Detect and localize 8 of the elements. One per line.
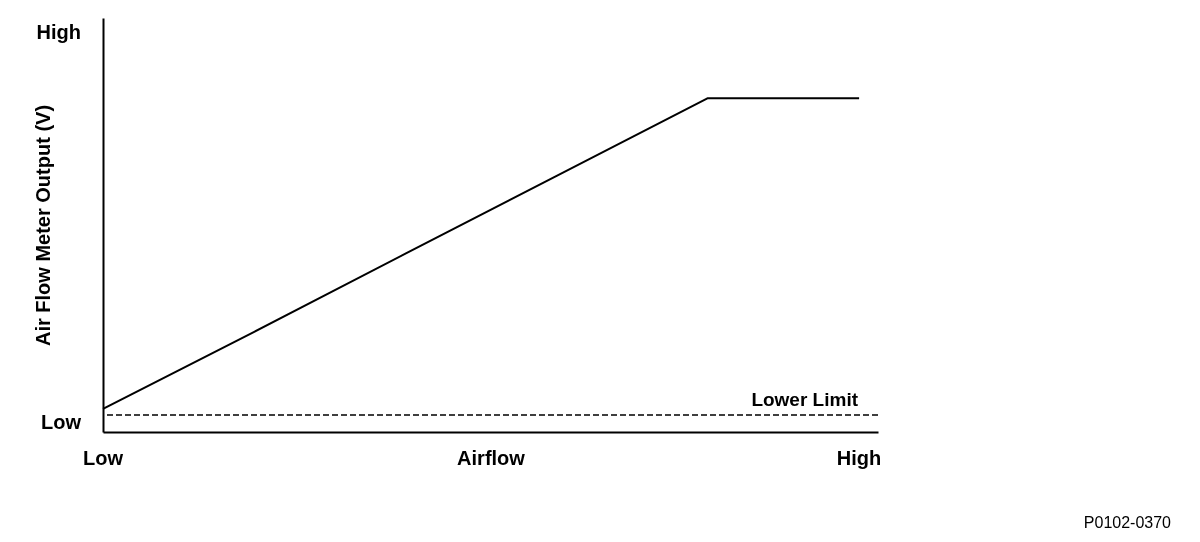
y-axis-title: Air Flow Meter Output (V)	[31, 104, 54, 347]
text: Low	[83, 447, 124, 469]
text: P0102-0370	[1083, 514, 1172, 531]
text: High	[836, 447, 882, 469]
x-axis-title: Airflow	[457, 446, 526, 469]
text: Low	[41, 411, 82, 433]
text: High	[36, 21, 81, 43]
ref-line-label: Lower Limit	[751, 388, 859, 410]
